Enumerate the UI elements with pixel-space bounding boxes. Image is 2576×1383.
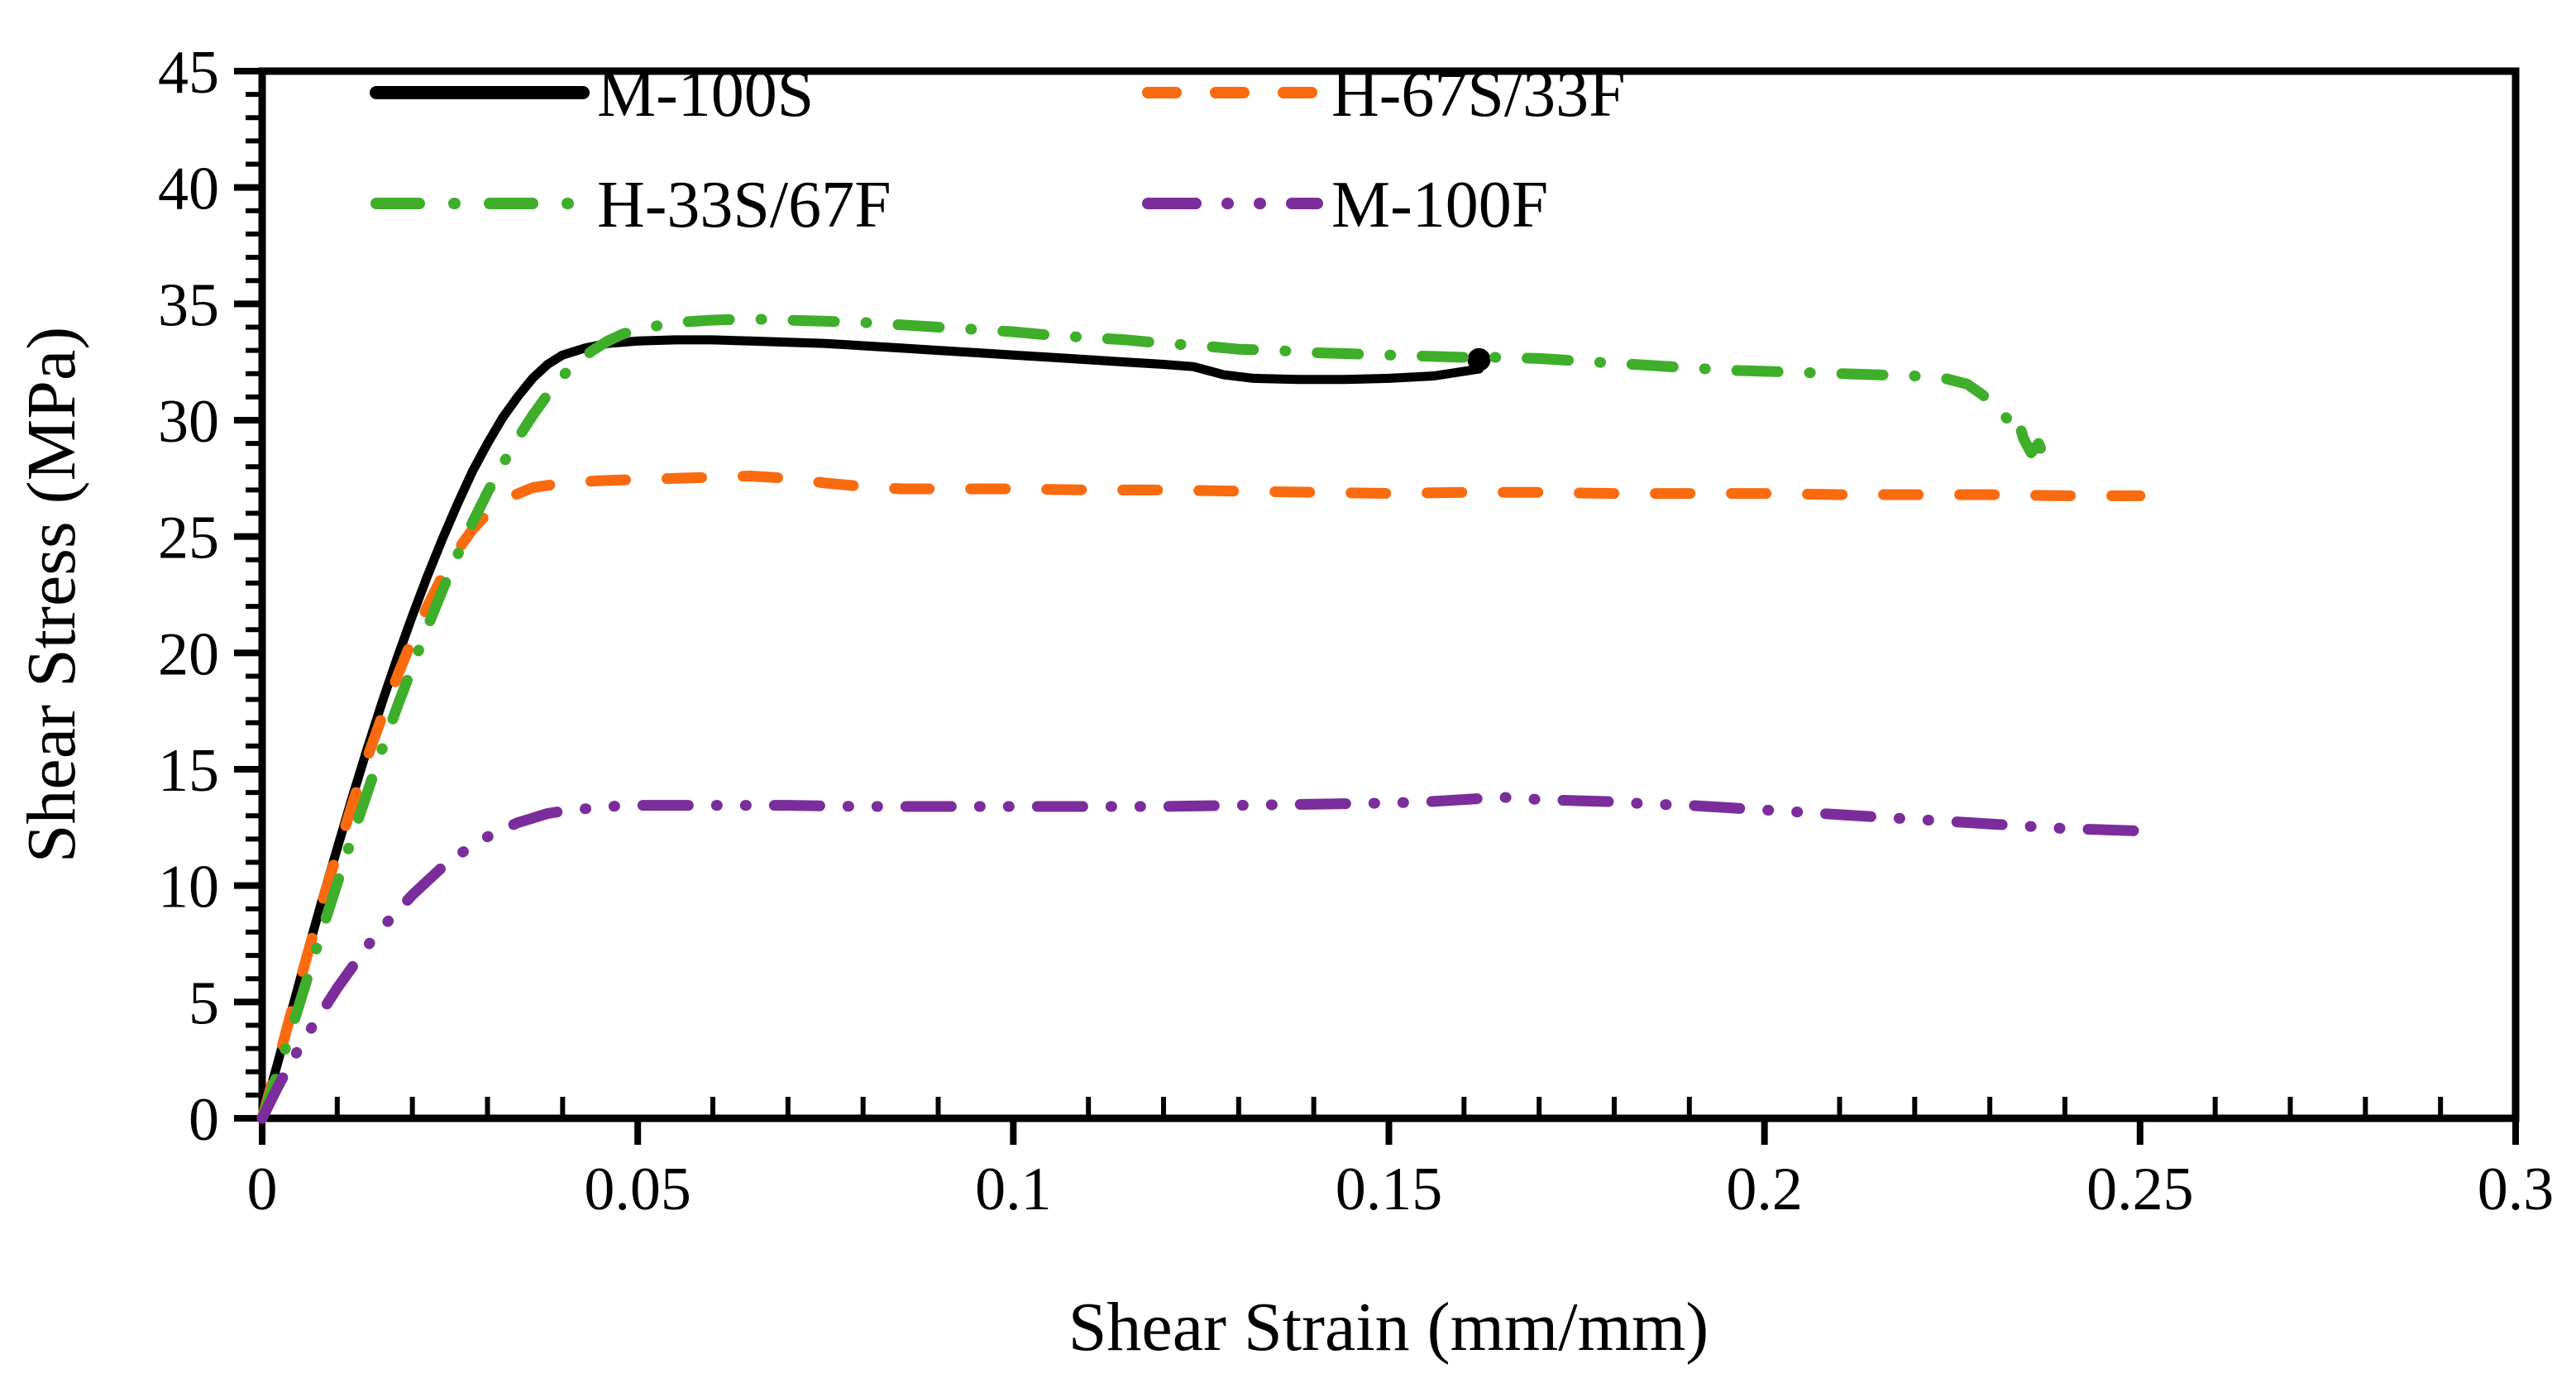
x-tick-label: 0.05 <box>584 1156 691 1223</box>
x-tick-label: 0.2 <box>1726 1156 1803 1223</box>
x-axis-title: Shear Strain (mm/mm) <box>1068 1289 1709 1366</box>
y-axis-title: Shear Stress (MPa) <box>13 327 90 864</box>
y-tick-label: 35 <box>158 271 219 339</box>
y-tick-label: 40 <box>158 156 219 223</box>
x-tick-label: 0.1 <box>975 1156 1052 1223</box>
y-tick-label: 0 <box>189 1086 219 1154</box>
x-tick-label: 0.3 <box>2478 1156 2554 1223</box>
series-end-marker-M-100S <box>1467 347 1491 371</box>
legend-label-H-33S/67F: H-33S/67F <box>597 169 891 242</box>
legend-label-M-100F: M-100F <box>1331 169 1548 242</box>
y-tick-label: 20 <box>158 620 219 688</box>
series-line-H-67S/33F <box>256 471 2146 1124</box>
x-tick-label: 0 <box>247 1156 278 1223</box>
y-tick-label: 10 <box>158 854 219 921</box>
series-line-H-33S/67F <box>256 313 2063 1124</box>
series-line-M-100S <box>257 335 1484 1123</box>
x-tick-label: 0.25 <box>2086 1156 2194 1223</box>
legend-label-H-67S/33F: H-67S/33F <box>1331 58 1626 131</box>
y-tick-label: 25 <box>158 505 219 572</box>
chart-generated-content: 0 0.05 0.1 0.15 0.2 0.25 0.3 0 5 10 15 20 25 30 35 40 45… <box>158 39 2554 1223</box>
y-tick-label: 45 <box>158 39 219 107</box>
y-tick-label: 15 <box>158 737 219 805</box>
y-tick-label: 30 <box>158 388 219 456</box>
x-tick-label: 0.15 <box>1336 1156 1443 1223</box>
y-tick-label: 5 <box>189 969 219 1037</box>
series-line-M-100F <box>256 792 2146 1124</box>
legend-label-M-100S: M-100S <box>597 58 814 131</box>
